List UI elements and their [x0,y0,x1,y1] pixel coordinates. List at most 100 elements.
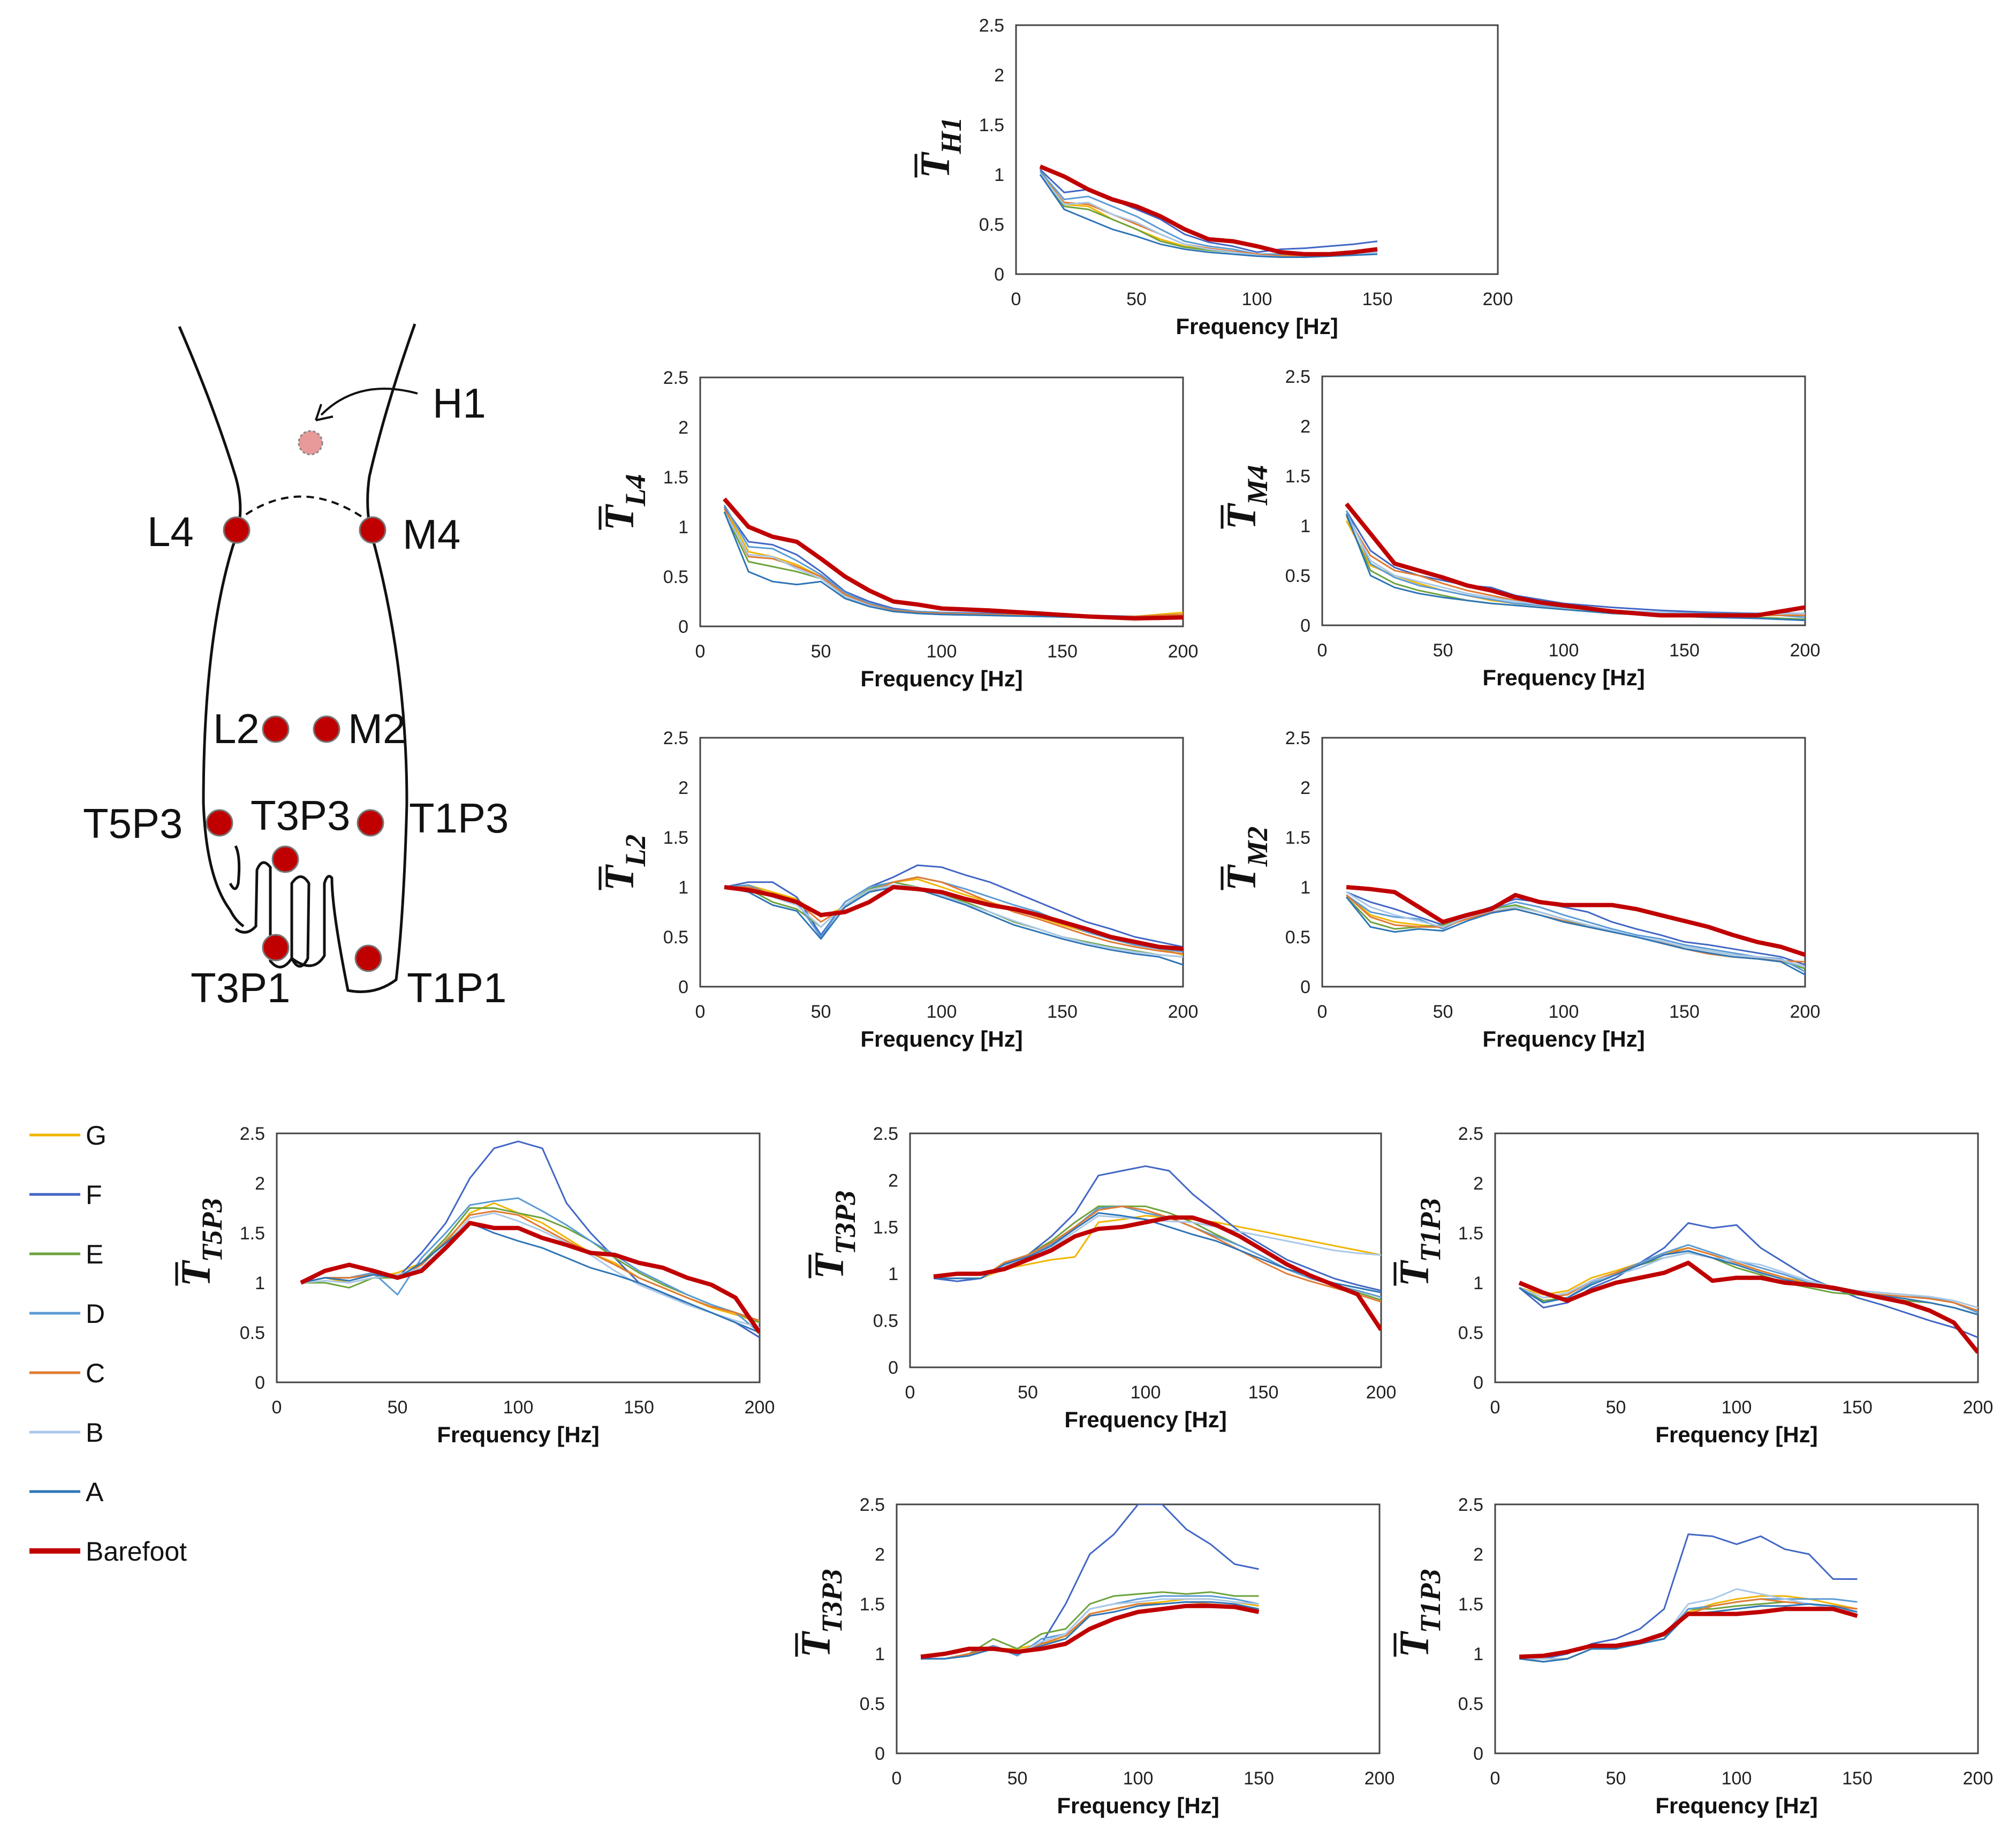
chart-l4-xtick: 150 [1047,641,1078,662]
chart-m2-ytick: 0 [1300,977,1310,997]
chart-t3p3-series-group [933,1165,1381,1331]
foot-diagram: H1 L4 M4 L2 M2 T5P3 T3P3 T1P3 T3P1 T1P1 [83,323,509,1011]
chart-t5p3-xtick: 150 [624,1397,654,1418]
chart-m4-ytick: 2 [1300,417,1310,437]
chart-t3p1-series-c [921,1601,1259,1660]
chart-t1p3-series-a [1519,1250,1978,1315]
chart-m4-ytick: 1.5 [1285,466,1310,487]
chart-t1p3-xtick: 200 [1963,1397,1994,1418]
chart-t1p1-ytick: 1.5 [1458,1594,1483,1615]
chart-m2-ytick: 2.5 [1285,728,1310,748]
chart-l2-xtick: 0 [695,1002,706,1022]
chart-m4-ylabel-sub: M4 [1241,465,1274,505]
chart-h1-ytick: 1 [994,165,1004,185]
chart-t1p1-ylabel-sub: T1P3 [1414,1569,1446,1633]
chart-m4-xtick: 150 [1669,640,1700,661]
chart-m4-xtick: 0 [1317,640,1328,661]
chart-t5p3-ytick: 2.5 [240,1124,265,1144]
chart-t5p3-ytick: 1.5 [240,1223,265,1244]
point-l4-label: L4 [147,508,194,555]
legend-label-a: A [86,1477,104,1507]
chart-t5p3-series-barefoot [300,1221,760,1334]
chart-l4-ytick: 0 [678,617,688,637]
ankle-dashed-line [234,495,370,523]
chart-t3p1-series-group [920,1504,1260,1660]
chart-m2-ylabel-main: T [1218,864,1264,891]
chart-m2-xtick: 200 [1790,1002,1821,1022]
chart-t3p1: 0 0.5 1 1.5 2 2.5 0 50 100 150 200 Frequency [Hz] TT… [792,1495,1394,1818]
chart-h1-xtick: 50 [1126,289,1147,309]
chart-t3p1-xtick: 50 [1007,1768,1028,1789]
chart-m4-series-group [1344,502,1805,622]
chart-t1p1-ytick: 2.5 [1458,1495,1483,1515]
chart-t3p1-ytick: 1 [875,1644,885,1664]
chart-h1: 0 0.5 1 1.5 2 2.5 0 50 100 150 200 Frequency [Hz] TH… [912,16,1513,339]
chart-t3p1-frame [896,1503,1381,1754]
chart-l4-ytick: 1.5 [663,467,688,488]
point-m4-label: M4 [403,511,460,558]
chart-m2-series-a [1345,896,1805,976]
chart-l2-series-group [724,864,1183,966]
chart-h1-xtick: 0 [1011,289,1021,309]
chart-t5p3-ytick: 0 [255,1373,265,1393]
chart-t5p3-xlabel: Frequency [Hz] [437,1422,599,1447]
legend-label-d: D [86,1299,105,1329]
chart-t1p3-xtick: 50 [1606,1397,1626,1418]
chart-l2-ytick: 2.5 [663,728,688,748]
chart-t1p3-series-barefoot [1518,1260,1978,1354]
chart-l2-ytick: 1 [678,877,688,898]
chart-l2-ytick: 2 [678,778,688,798]
point-h1-label: H1 [433,380,486,427]
chart-l2-xtick: 50 [811,1002,831,1022]
chart-t3p1-series-f [921,1504,1259,1660]
chart-t3p1-xtick: 0 [892,1768,902,1789]
point-t1p1-label: T1P1 [407,964,506,1011]
chart-l2-ytick: 0.5 [663,927,688,948]
chart-t3p1-xtick: 150 [1244,1768,1274,1789]
chart-l2-series-b [724,884,1183,958]
chart-t3p3-ylabel-main: T [806,1252,852,1279]
chart-t3p3-xlabel: Frequency [Hz] [1064,1407,1226,1432]
chart-t1p1-xtick: 100 [1722,1768,1752,1789]
chart-t3p1-ytick: 2 [875,1545,885,1565]
chart-m2-series-group [1345,885,1805,976]
chart-t3p3-xtick: 200 [1366,1382,1397,1403]
chart-h1-series-group [1039,164,1378,258]
chart-m2-series-d [1346,894,1805,973]
chart-m4-ytick: 0.5 [1285,566,1310,586]
chart-m4-xtick: 100 [1549,640,1579,661]
chart-l4-xlabel: Frequency [Hz] [860,666,1022,691]
chart-m2-ytick: 2 [1300,778,1310,798]
chart-m4-ytick: 0 [1300,616,1310,636]
chart-h1-ylabel-sub: H1 [935,117,967,154]
chart-t5p3-xtick: 200 [745,1397,775,1418]
chart-l4: 0 0.5 1 1.5 2 2.5 0 50 100 150 200 Frequency [Hz] TL… [596,368,1198,691]
chart-h1-ylabel: TH1 [912,117,967,178]
chart-l4-xtick: 100 [927,641,957,662]
point-t5p3-marker [206,809,233,837]
chart-m2-xtick: 100 [1549,1002,1579,1022]
chart-l4-ytick: 0.5 [663,567,688,587]
chart-m4-xtick: 50 [1433,640,1453,661]
chart-l4-ylabel: TL4 [596,474,651,531]
chart-t3p3-ytick: 2 [888,1170,898,1191]
chart-h1-ytick: 2 [994,65,1004,86]
chart-t3p1-series-a [921,1601,1259,1660]
chart-m4-ytick: 2.5 [1285,367,1310,387]
chart-m4-series-barefoot [1344,502,1805,618]
chart-t1p3-ytick: 1.5 [1458,1223,1483,1244]
chart-l4-ytick: 2 [678,418,688,438]
chart-t3p3-xtick: 50 [1018,1382,1038,1403]
chart-t1p1-xlabel: Frequency [Hz] [1655,1793,1817,1818]
chart-t5p3-xtick: 100 [503,1397,534,1418]
chart-h1-ytick: 0 [994,264,1004,285]
chart-l2-ylabel: TL2 [596,835,651,891]
legend-label-f: F [86,1180,102,1210]
chart-m4: 0 0.5 1 1.5 2 2.5 0 50 100 150 200 Frequency [Hz] TM… [1218,367,1820,690]
chart-t3p3-ytick: 0.5 [873,1311,898,1331]
legend-label-barefoot: Barefoot [86,1537,187,1566]
chart-m2-ytick: 0.5 [1285,927,1310,948]
